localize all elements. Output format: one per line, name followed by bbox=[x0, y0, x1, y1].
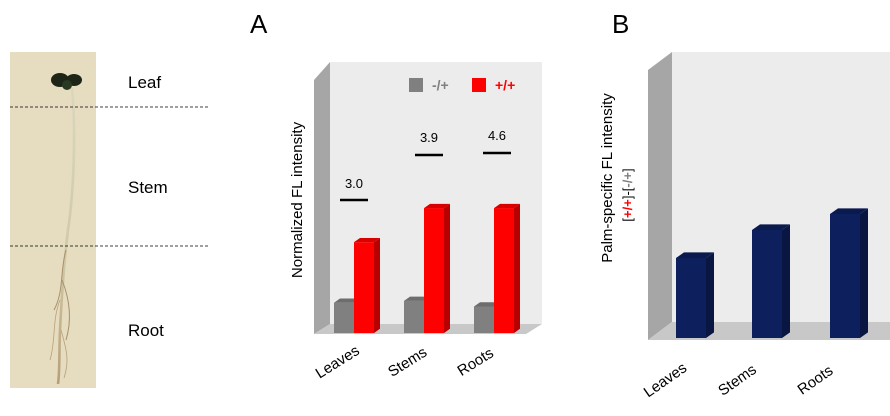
panel-label-a: A bbox=[250, 9, 268, 39]
chart-a-annotations: 3.0 3.9 4.6 bbox=[340, 128, 511, 202]
chart-a-bars bbox=[334, 203, 520, 333]
seedling-photo bbox=[10, 52, 96, 388]
legend-swatch-minus-plus bbox=[409, 78, 423, 92]
bar-palm-roots bbox=[830, 208, 868, 338]
legend-label-minus-plus: -/+ bbox=[432, 77, 449, 93]
chart-a-ylabel: Normalized FL intensity bbox=[289, 121, 306, 278]
chart-b-xtick-leaves: Leaves bbox=[641, 359, 690, 401]
chart-a-legend: -/+ +/+ bbox=[409, 77, 515, 93]
annotation-leaves: 3.0 bbox=[345, 176, 363, 191]
chart-b-xtick-stems: Stems bbox=[715, 361, 760, 399]
chart-a-xtick-leaves: Leaves bbox=[313, 342, 363, 382]
bar-plus-plus-roots bbox=[494, 203, 520, 333]
chart-a-xtick-stems: Stems bbox=[385, 344, 430, 381]
chart-b-ylabel: Palm-specific FL intensity bbox=[599, 93, 616, 263]
label-leaf: Leaf bbox=[128, 73, 161, 92]
annotation-roots: 4.6 bbox=[488, 128, 506, 143]
chart-a-xtick-roots: Roots bbox=[454, 345, 496, 380]
chart-b-xtick-roots: Roots bbox=[794, 362, 836, 398]
chart-a-back-wall bbox=[330, 62, 542, 324]
chart-a-side-wall bbox=[314, 62, 330, 334]
chart-b-bars bbox=[676, 208, 868, 338]
legend-label-plus-plus: +/+ bbox=[495, 77, 515, 93]
panel-label-b: B bbox=[612, 9, 629, 39]
bar-palm-leaves bbox=[676, 252, 714, 338]
bar-palm-stems bbox=[752, 224, 790, 338]
annotation-stems: 3.9 bbox=[420, 130, 438, 145]
chart-a: Normalized FL intensity -/+ +/+ 3.0 3.9 … bbox=[289, 62, 542, 382]
chart-b-side-wall bbox=[648, 52, 672, 340]
chart-b: Palm-specific FL intensity [+/+]-[-/+] L… bbox=[599, 52, 890, 401]
bar-plus-plus-leaves bbox=[354, 237, 380, 333]
legend-swatch-plus-plus bbox=[472, 78, 486, 92]
label-stem: Stem bbox=[128, 178, 168, 197]
bar-plus-plus-stems bbox=[424, 203, 450, 333]
label-root: Root bbox=[128, 321, 164, 340]
chart-b-ylabel-formula: [+/+]-[-/+] bbox=[620, 168, 635, 221]
